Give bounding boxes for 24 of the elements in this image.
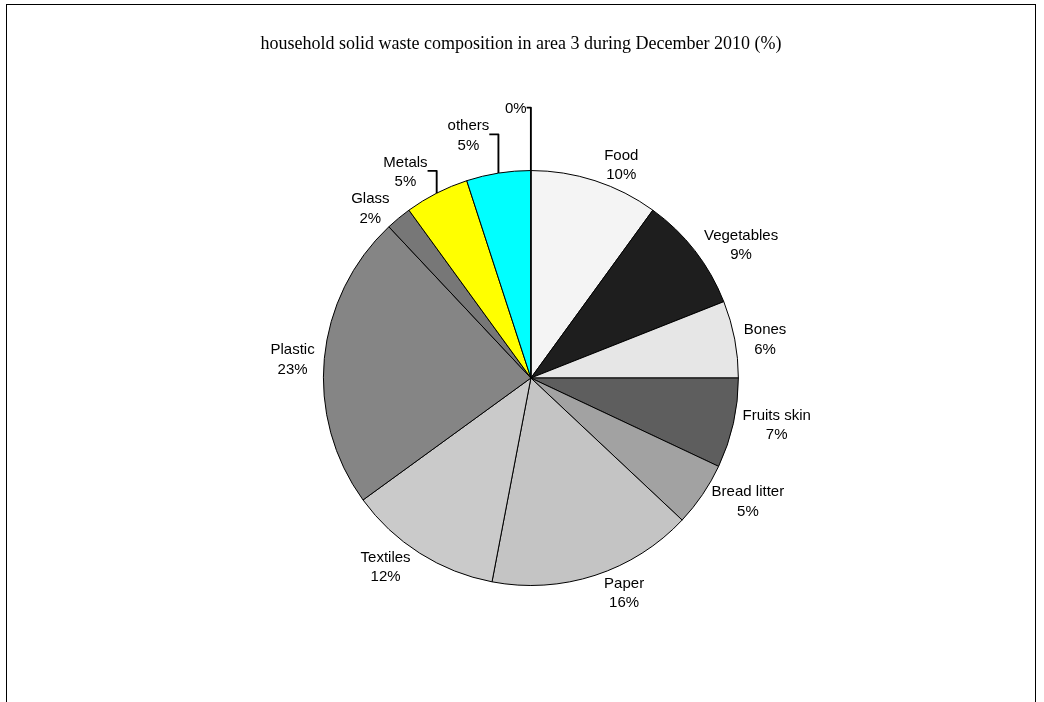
slice-label: Food	[604, 145, 639, 163]
data-label: 5%	[457, 135, 480, 153]
data-label: 12%	[370, 567, 401, 585]
slice-label: Bread litter	[711, 482, 785, 500]
chart-title: household solid waste composition in area 3 during December 2010 (%)	[260, 33, 782, 55]
data-label: 23%	[277, 359, 308, 377]
data-label: 16%	[609, 593, 640, 611]
slice-label: Plastic	[270, 340, 316, 358]
slice-label: Fruits skin	[742, 405, 811, 423]
text: 0%	[504, 99, 527, 117]
slice-label: Bones	[743, 320, 787, 338]
slice-label: Textiles	[360, 547, 411, 565]
data-label: 5%	[394, 172, 417, 190]
data-label: 10%	[606, 165, 637, 183]
data-label: 6%	[754, 339, 776, 357]
data-label: 5%	[737, 501, 759, 519]
slice-label: Glass	[351, 189, 390, 207]
slice-label: Metals	[383, 152, 428, 170]
slice-label: others	[447, 116, 490, 134]
data-label: 7%	[765, 425, 788, 443]
slice-label: Vegetables	[703, 225, 779, 243]
data-label: 2%	[359, 208, 382, 226]
data-label: 9%	[730, 245, 752, 263]
slice-label: Paper	[604, 573, 645, 591]
